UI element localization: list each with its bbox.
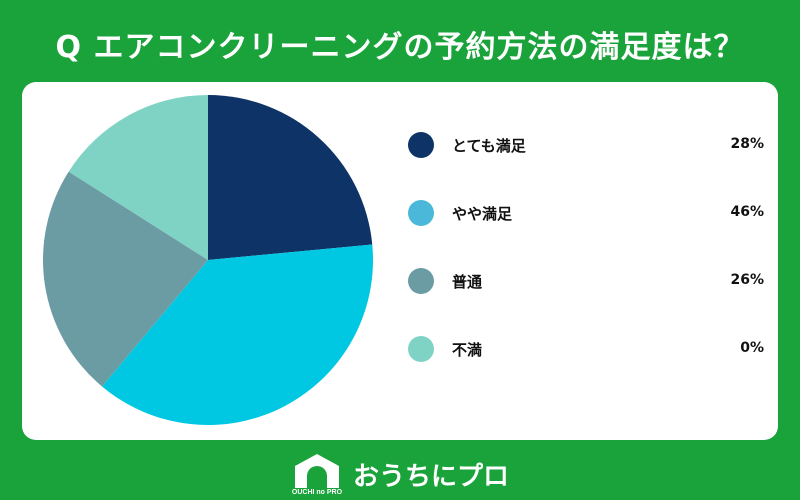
legend-item-very-satisfied: とても満足 28% — [408, 132, 764, 200]
legend-label: やや満足 — [452, 205, 513, 223]
pie-slice-neutral — [43, 171, 208, 387]
legend: とても満足 28% やや満足 46% 普通 26% 不満 0% — [408, 132, 764, 404]
chart-card: とても満足 28% やや満足 46% 普通 26% 不満 0% — [22, 82, 778, 440]
legend-swatch — [408, 132, 434, 158]
legend-item-neutral: 普通 26% — [408, 268, 764, 336]
chart-title: Q エアコンクリーニングの予約方法の満足度は？ — [55, 30, 745, 65]
legend-label: とても満足 — [452, 137, 526, 155]
legend-value: 28% — [730, 136, 764, 152]
pie-slice-very-satisfied — [208, 95, 373, 260]
house-logo-icon: OUCHI no PRO — [291, 452, 343, 496]
legend-value: 46% — [730, 204, 764, 220]
logo-subtext: OUCHI no PRO — [291, 489, 343, 496]
legend-value: 26% — [730, 272, 764, 288]
legend-item-dissatisfied: 不満 0% — [408, 336, 764, 404]
legend-value: 0% — [740, 340, 764, 356]
legend-swatch — [408, 268, 434, 294]
pie-slice-somewhat-satisfied — [102, 244, 374, 426]
pie-slice-dissatisfied — [68, 95, 209, 260]
pie-chart — [43, 95, 374, 426]
legend-swatch — [408, 200, 434, 226]
legend-item-somewhat-satisfied: やや満足 46% — [408, 200, 764, 268]
legend-swatch — [408, 336, 434, 362]
logo-wordmark: おうちにプロ — [352, 461, 509, 492]
footer-branding: OUCHI no PRO おうちにプロ — [0, 448, 800, 500]
legend-label: 普通 — [452, 273, 483, 291]
legend-label: 不満 — [452, 341, 483, 359]
